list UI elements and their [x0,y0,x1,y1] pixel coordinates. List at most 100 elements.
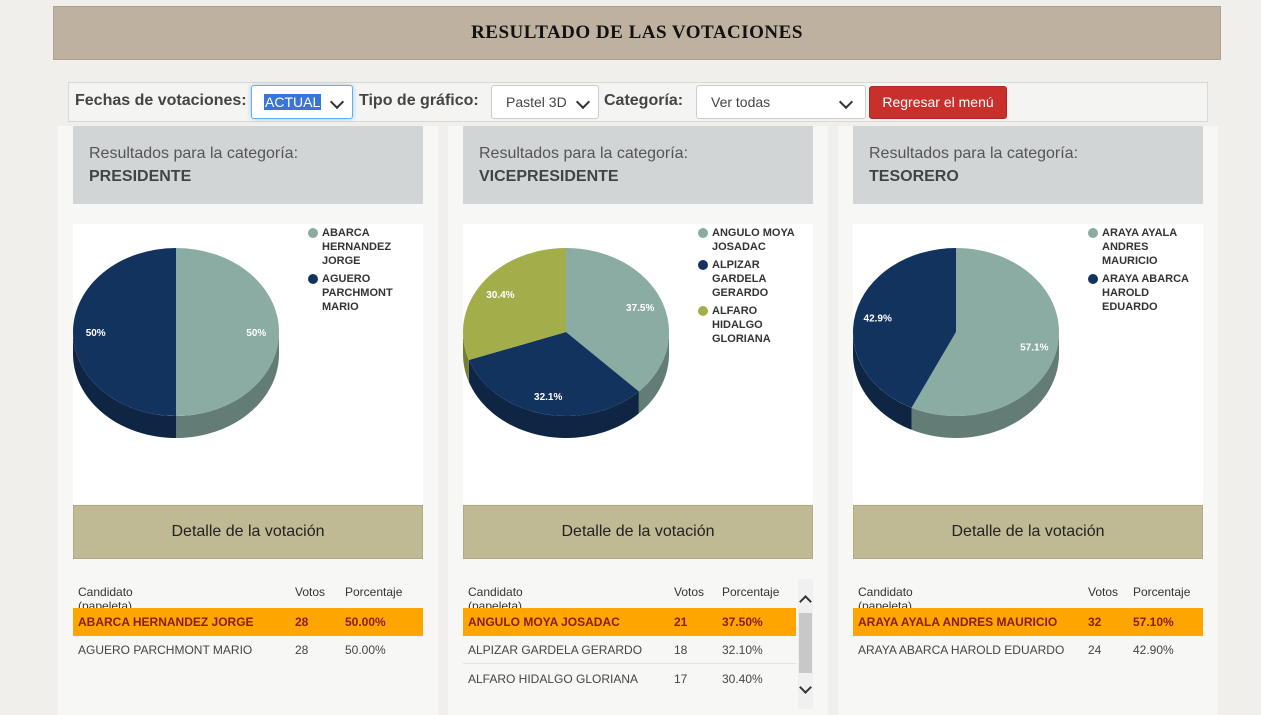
page-title: RESULTADO DE LAS VOTACIONES [53,6,1221,60]
cell-candidate: ALPIZAR GARDELA GERARDO [468,643,643,657]
legend-line: ARAYA AYALA [1102,227,1178,239]
legend-line: MARIO [322,301,359,313]
cell-candidate: ARAYA ABARCA HAROLD EDUARDO [858,643,1065,657]
cell-votes: 17 [674,672,688,686]
col-header-votes: Votos [674,585,705,599]
pie-slice[interactable] [462,248,566,360]
col-header-votes: Votos [295,585,326,599]
fechas-select[interactable]: ACTUAL [251,85,353,119]
categoria-label: Categoría: [604,92,684,109]
pie-slice-side [468,359,639,438]
legend-line: ARAYA ABARCA [1102,273,1189,285]
legend-dot [698,260,708,270]
pie-slice-label: 57.1% [1020,343,1048,354]
category-header: Resultados para la categoría: TESORERO [853,126,1203,204]
table-row[interactable]: ALFARO HIDALGO GLORIANA 17 30.40% [463,665,796,693]
pie-slice[interactable] [176,248,279,416]
panel-presidente: Resultados para la categoría: PRESIDENTE… [58,126,438,715]
categoria-select[interactable]: Ver todas [696,85,866,119]
legend-item[interactable]: ABARCA HERNANDEZ JORGE [308,226,423,268]
legend-item[interactable]: ALPIZAR GARDELA GERARDO [698,258,813,300]
chevron-up-icon[interactable] [799,595,812,608]
cell-percentage: 57.10% [1133,615,1174,629]
pie-slice-label: 37.5% [626,303,654,314]
vote-detail-button[interactable]: Detalle de la votación [463,505,813,559]
table-row[interactable]: ARAYA AYALA ANDRES MAURICIO 32 57.10% [853,608,1203,636]
legend-item[interactable]: ALFARO HIDALGO GLORIANA [698,304,813,346]
cell-percentage: 42.90% [1133,643,1174,657]
legend-line: PARCHMONT [322,287,393,299]
vote-detail-button[interactable]: Detalle de la votación [853,505,1203,559]
chevron-down-icon [329,94,345,110]
pie-chart: 50% 50% ABARCA HERNANDEZ JORGE AGUERO PARCHM… [73,224,423,504]
legend-line: GLORIANA [712,333,771,345]
legend-line: JORGE [322,255,361,267]
fechas-value: ACTUAL [264,94,322,110]
category-heading: Resultados para la categoría: [869,145,1079,162]
col-header-percentage: Porcentaje [345,585,403,599]
chart-legend: ABARCA HERNANDEZ JORGE AGUERO PARCHMONT MARI… [308,226,423,318]
panel-tesorero: Resultados para la categoría: TESORERO 5… [838,126,1218,715]
col-header-votes: Votos [1088,585,1119,599]
filter-bar: Fechas de votaciones: ACTUAL Tipo de grá… [68,82,1208,122]
categoria-value: Ver todas [711,94,771,110]
tipo-select[interactable]: Pastel 3D [491,85,599,119]
cell-votes: 28 [295,643,309,657]
pie-slice[interactable] [852,248,956,408]
table-row[interactable]: ARAYA ABARCA HAROLD EDUARDO 24 42.90% [853,636,1203,664]
pie-chart-svg: 50% 50% [73,248,279,438]
legend-line: HAROLD [1102,287,1150,299]
back-to-menu-button[interactable]: Regresar el menú [869,86,1007,119]
table-row[interactable]: ABARCA HERNANDEZ JORGE 28 50.00% [73,608,423,636]
legend-line: ALPIZAR [712,259,760,271]
chart-legend: ARAYA AYALA ANDRES MAURICIO ARAYA ABARCA HA… [1088,226,1203,318]
legend-line: HERNANDEZ [322,241,392,253]
legend-item[interactable]: ANGULO MOYA JOSADAC [698,226,813,254]
cell-percentage: 50.00% [345,615,386,629]
legend-line: ALFARO [712,305,758,317]
cell-votes: 24 [1088,643,1102,657]
fechas-label: Fechas de votaciones: [75,92,247,109]
legend-line: GARDELA [712,273,767,285]
legend-item[interactable]: ARAYA AYALA ANDRES MAURICIO [1088,226,1203,268]
pie-slice-side [463,332,469,382]
category-heading: Resultados para la categoría: [479,145,689,162]
legend-line: EDUARDO [1102,301,1158,313]
legend-dot [1088,228,1098,238]
cell-votes: 18 [674,643,688,657]
pie-slice[interactable] [911,248,1059,416]
pie-slice-label: 50% [86,328,106,339]
legend-line: HIDALGO [712,319,763,331]
pie-slice-label: 30.4% [486,290,514,301]
scrollbar-thumb[interactable] [799,613,812,673]
cell-candidate: ARAYA AYALA ANDRES MAURICIO [858,615,1058,629]
cell-candidate: ANGULO MOYA JOSADAC [468,615,620,629]
chevron-down-icon[interactable] [799,681,812,694]
table-scrollbar[interactable] [798,579,813,709]
table-row[interactable]: ALPIZAR GARDELA GERARDO 18 32.10% [463,636,796,664]
pie-slice-label: 32.1% [534,392,562,403]
legend-dot [1088,274,1098,284]
legend-dot [308,274,318,284]
legend-item[interactable]: ARAYA ABARCA HAROLD EDUARDO [1088,272,1203,314]
table-row[interactable]: AGUERO PARCHMONT MARIO 28 50.00% [73,636,423,664]
legend-dot [698,228,708,238]
cell-percentage: 30.40% [722,672,763,686]
legend-item[interactable]: AGUERO PARCHMONT MARIO [308,272,423,314]
pie-slice[interactable] [468,332,639,417]
table-row[interactable]: ANGULO MOYA JOSADAC 21 37.50% [463,608,796,636]
panel-vicepresidente: Resultados para la categoría: VICEPRESID… [448,126,828,715]
cell-candidate: ABARCA HERNANDEZ JORGE [78,615,254,629]
pie-slice-side [176,332,279,438]
category-name: TESORERO [869,168,959,185]
pie-slice[interactable] [73,248,176,416]
pie-slice-side [853,332,912,430]
legend-line: ANGULO MOYA [712,227,795,239]
vote-detail-button[interactable]: Detalle de la votación [73,505,423,559]
category-header: Resultados para la categoría: VICEPRESID… [463,126,813,204]
cell-percentage: 50.00% [345,643,386,657]
legend-line: ABARCA [322,227,370,239]
pie-slice[interactable] [566,248,670,392]
legend-line: ANDRES [1102,241,1149,253]
chart-legend: ANGULO MOYA JOSADAC ALPIZAR GARDELA GERARDO… [698,226,813,350]
